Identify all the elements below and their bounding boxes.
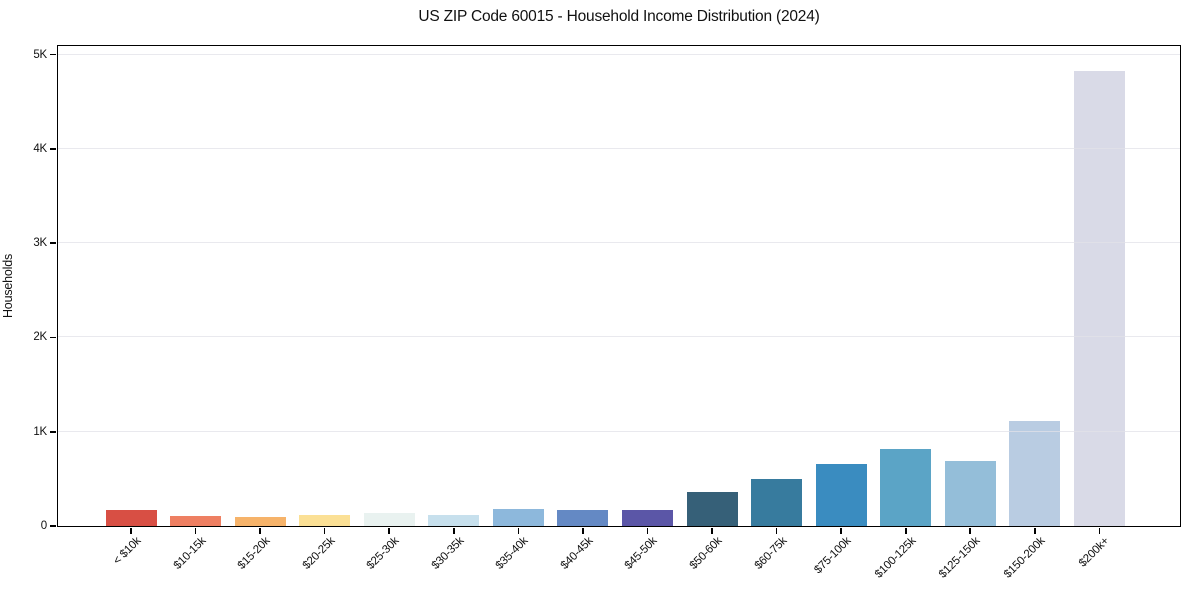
x-tick-label: $30-35k bbox=[429, 535, 467, 572]
gridline bbox=[58, 242, 1180, 244]
x-tick-label: $75-100k bbox=[812, 535, 854, 577]
x-tick-mark bbox=[1098, 528, 1101, 534]
x-tick-mark bbox=[453, 528, 455, 534]
x-tick-label: $25-30k bbox=[364, 535, 402, 572]
gridline bbox=[58, 336, 1180, 338]
x-tick-label: $60-75k bbox=[752, 535, 790, 572]
x-tick-mark bbox=[904, 528, 907, 534]
bar bbox=[492, 509, 544, 526]
x-tick-mark bbox=[388, 528, 391, 534]
y-tick-label: 2K bbox=[33, 331, 47, 344]
x-tick-mark bbox=[646, 528, 649, 534]
x-tick-label: $200k+ bbox=[1077, 535, 1112, 570]
x-tick-mark bbox=[969, 528, 972, 534]
y-tick-label: 5K bbox=[33, 48, 47, 61]
x-tick-mark bbox=[194, 528, 197, 534]
bar bbox=[234, 516, 286, 526]
bar bbox=[105, 509, 157, 526]
x-tick-label: < $10k bbox=[111, 535, 144, 568]
x-tick-label: $125-150k bbox=[937, 535, 983, 581]
x-tick-mark bbox=[517, 528, 520, 534]
x-tick-mark bbox=[775, 528, 778, 534]
gridline bbox=[58, 430, 1180, 432]
y-axis-label: Households bbox=[1, 253, 15, 319]
bar bbox=[299, 515, 351, 526]
x-tick-label: $50-60k bbox=[687, 535, 725, 572]
bar bbox=[557, 510, 609, 526]
y-tick-label: 0 bbox=[40, 520, 47, 532]
bar bbox=[428, 514, 480, 526]
y-tick-mark bbox=[50, 53, 56, 56]
y-tick-mark bbox=[50, 148, 56, 150]
chart-title: US ZIP Code 60015 - Household Income Dis… bbox=[418, 8, 820, 25]
x-tick-label: $35-40k bbox=[493, 535, 531, 572]
bar bbox=[1009, 421, 1061, 526]
y-tick-label: 1K bbox=[33, 425, 47, 438]
x-tick-label: $10-15k bbox=[171, 535, 209, 572]
y-tick-mark bbox=[50, 336, 56, 339]
x-tick-mark bbox=[1034, 528, 1036, 534]
x-tick-mark bbox=[711, 528, 713, 534]
x-tick-label: $15-20k bbox=[235, 535, 273, 572]
gridline bbox=[58, 147, 1180, 149]
x-tick-mark bbox=[840, 528, 842, 534]
plot-area: < $10k $10-15k $15-20k $20-25k $25-30k $30-35… bbox=[33, 45, 1181, 581]
x-tick-label: $20-25k bbox=[300, 535, 338, 572]
bar bbox=[751, 479, 803, 526]
bar bbox=[170, 515, 222, 526]
bar bbox=[944, 460, 996, 526]
x-tick-label: $100-125k bbox=[872, 535, 919, 581]
bar bbox=[880, 448, 932, 526]
bar bbox=[363, 513, 415, 526]
gridline bbox=[58, 53, 1180, 55]
x-tick-mark bbox=[130, 528, 132, 534]
y-tick-label: 3K bbox=[33, 237, 47, 250]
x-tick-mark bbox=[323, 528, 326, 534]
y-tick-mark bbox=[50, 525, 56, 527]
x-tick-label: $40-45k bbox=[558, 535, 596, 572]
x-tick-mark bbox=[259, 528, 261, 534]
bar bbox=[815, 464, 867, 526]
bar bbox=[686, 492, 738, 526]
y-tick-label: 4K bbox=[33, 142, 47, 155]
x-tick-label: $45-50k bbox=[623, 535, 660, 572]
x-tick-mark bbox=[582, 528, 584, 534]
bar bbox=[621, 509, 673, 526]
bar bbox=[1073, 70, 1125, 526]
y-tick-mark bbox=[50, 242, 56, 245]
x-tick-label: $150-200k bbox=[1001, 535, 1048, 581]
y-tick-mark bbox=[50, 430, 56, 433]
